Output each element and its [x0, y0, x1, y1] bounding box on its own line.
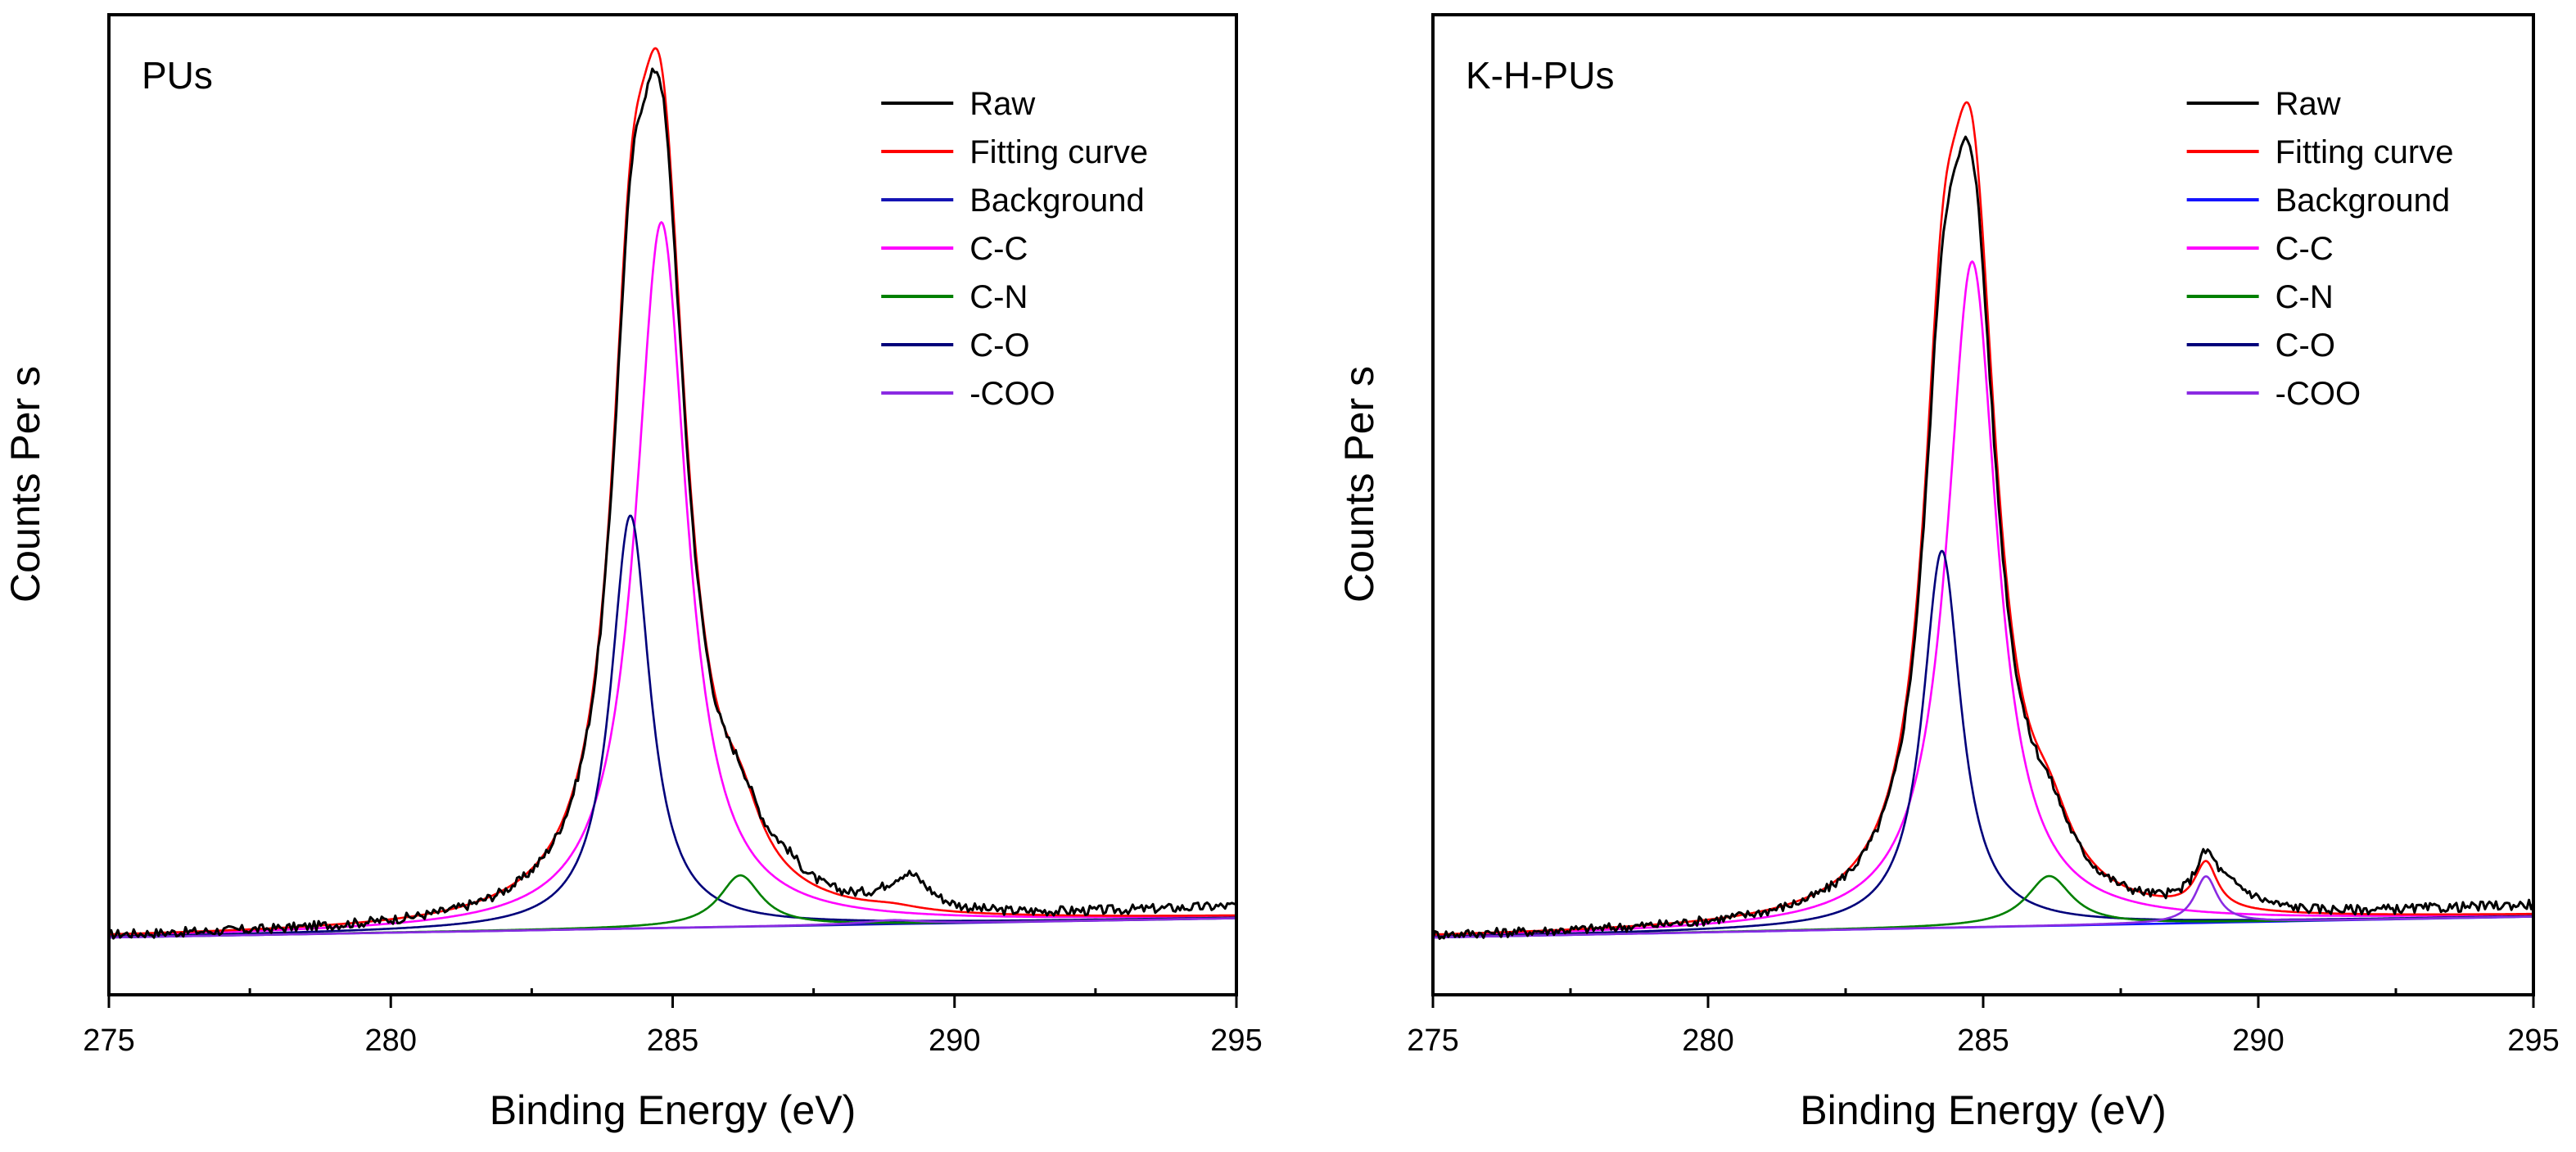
series-line-c-o	[1432, 549, 2534, 938]
series-line-raw	[108, 67, 1237, 940]
x-tick-label: 285	[647, 1023, 698, 1058]
x-axis-label: Binding Energy (eV)	[1800, 1087, 2166, 1133]
x-tick-label: 285	[1957, 1023, 2009, 1058]
legend-label-c-n: C-N	[2275, 279, 2334, 315]
y-axis-label: Counts Per s	[1336, 366, 1382, 603]
x-tick-label: 290	[929, 1023, 980, 1058]
legend-label-fitting-curve: Fitting curve	[2275, 134, 2454, 170]
y-axis-label: Counts Per s	[2, 366, 48, 603]
x-tick-label: 290	[2232, 1023, 2284, 1058]
series-line-coo	[109, 917, 1237, 939]
x-tick-label: 280	[365, 1023, 417, 1058]
legend-label-background: Background	[969, 183, 1144, 219]
legend-label-c-n: C-N	[969, 279, 1028, 315]
series-line-fitting-curve	[109, 47, 1236, 936]
series-line-coo	[1433, 875, 2534, 939]
x-tick-label: 275	[83, 1023, 134, 1058]
x-tick-label: 295	[2507, 1023, 2559, 1058]
legend-label-background: Background	[2275, 183, 2450, 219]
legend-label-c-o: C-O	[969, 328, 1029, 364]
x-tick-label: 280	[1682, 1023, 1733, 1058]
legend-label-fitting-curve: Fitting curve	[969, 134, 1148, 170]
legend-label-c-o: C-O	[2275, 328, 2335, 364]
series-line-raw	[1431, 135, 2535, 940]
legend-label-c-c: C-C	[2275, 231, 2334, 267]
legend-label-raw: Raw	[2275, 86, 2341, 122]
series-line-fitting-curve	[1432, 101, 2533, 936]
legend-label-coo: -COO	[2275, 376, 2361, 412]
chart-panel-k-h-pus: 275 280 285 290 295 Binding Energy (eV) Counts…	[1336, 13, 2560, 1133]
x-tick-label: 295	[1210, 1023, 1262, 1058]
chart-panel-pus: 275 280 285 290 295 Binding Energy (eV) Counts…	[2, 13, 1263, 1133]
series-line-c-o	[108, 514, 1236, 938]
panel-label: K-H-PUs	[1466, 54, 1614, 97]
legend-label-raw: Raw	[969, 86, 1035, 122]
x-tick-label: 275	[1407, 1023, 1458, 1058]
legend-label-coo: -COO	[969, 376, 1055, 412]
panel-label: PUs	[142, 54, 213, 97]
legend-label-c-c: C-C	[969, 231, 1028, 267]
x-axis-label: Binding Energy (eV)	[490, 1087, 856, 1133]
